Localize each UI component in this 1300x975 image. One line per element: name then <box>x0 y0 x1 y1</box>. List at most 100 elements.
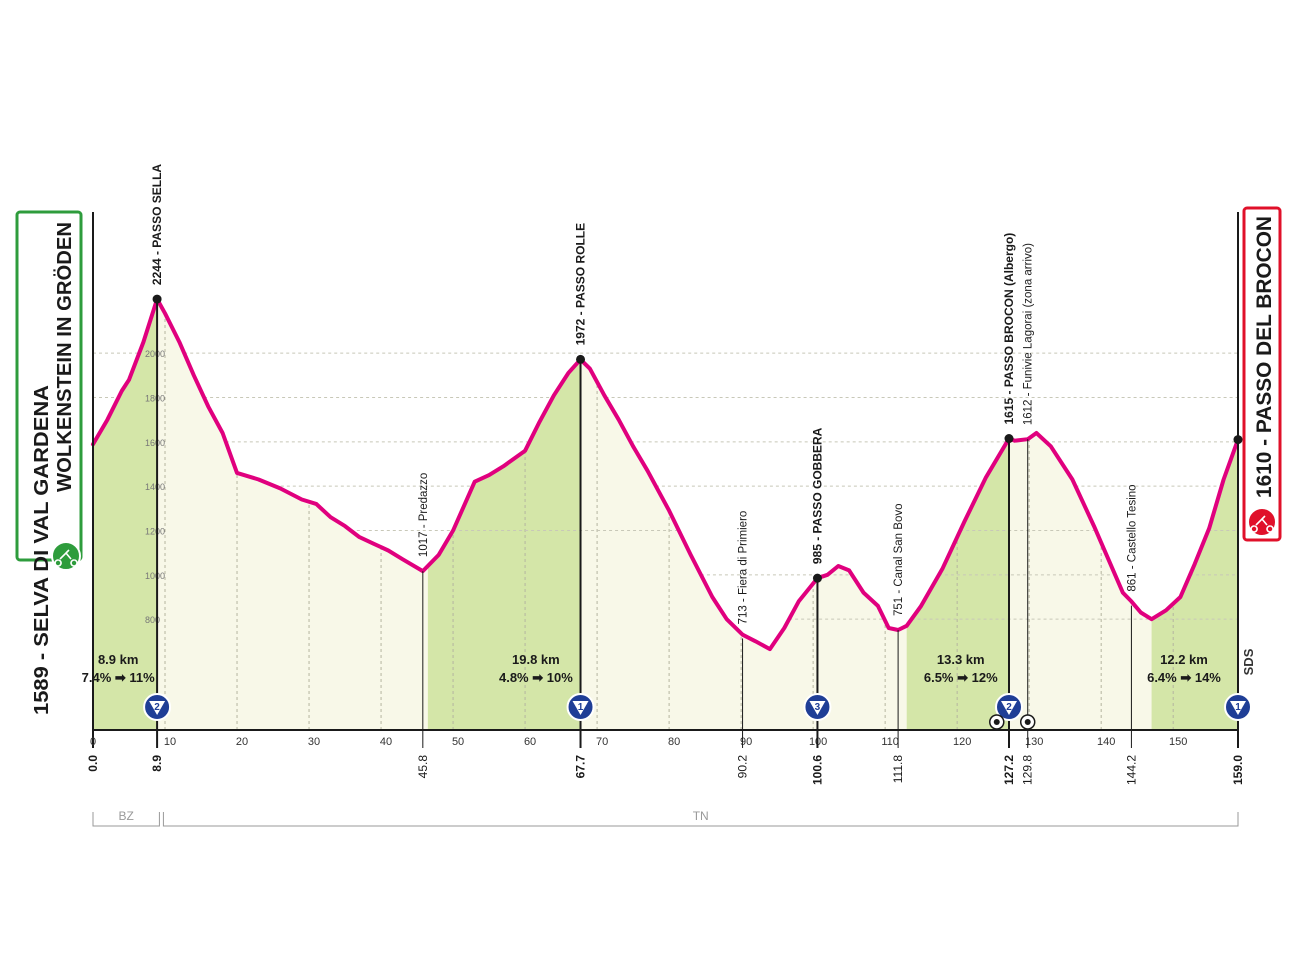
y-tick-label: 2000 <box>145 349 165 359</box>
summit-label: 985 - PASSO GOBBERA <box>810 427 824 564</box>
climb-length-label: 19.8 km <box>512 652 560 667</box>
km-marker-label: 100.6 <box>810 755 824 785</box>
x-tick-label: 30 <box>308 736 320 748</box>
y-tick-label: 1000 <box>145 571 165 581</box>
intermediate-icon-dot <box>993 719 1000 725</box>
x-tick-label: 150 <box>1169 736 1187 748</box>
kom-badge-triangle <box>809 701 826 715</box>
profile-area <box>93 299 1238 730</box>
summit-label: 1972 - PASSO ROLLE <box>574 223 588 345</box>
region-label: BZ <box>119 809 134 823</box>
summit-marker <box>812 573 822 583</box>
x-tick-label: 90 <box>740 736 752 748</box>
climb-shading <box>1151 439 1238 730</box>
km-marker-label: 127.2 <box>1002 755 1016 785</box>
place-label: 713 - Fiera di Primiero <box>738 511 750 625</box>
kom-category-label: 1 <box>1235 702 1241 713</box>
x-tick-label: 40 <box>380 736 392 748</box>
x-tick-label: 60 <box>524 736 536 748</box>
kom-category-label: 3 <box>815 702 821 713</box>
km-marker-label: 111.8 <box>891 755 905 784</box>
place-label: 1017 - Predazzo <box>418 473 430 557</box>
climb-length-label: 12.2 km <box>1160 652 1208 667</box>
intermediate-icon <box>989 714 1005 730</box>
climb-info-layer: 8.9 km 7.4% ➡ 11% 19.8 km 4.8% ➡ 10% 13.3 km… <box>82 652 1222 685</box>
climb-gradient-label: 6.5% ➡ 12% <box>924 670 998 685</box>
finish-box-frame <box>1242 206 1282 542</box>
climb-length-label: 13.3 km <box>937 652 985 667</box>
climb-shading <box>93 299 158 730</box>
km-marker-label: 8.9 <box>150 755 164 772</box>
summit-label: 2244 - PASSO SELLA <box>150 164 164 285</box>
x-tick-label: 70 <box>596 736 608 748</box>
climb-shading <box>906 438 1009 730</box>
region-label: TN <box>693 809 709 823</box>
place-label: 861 - Castello Tesino <box>1126 484 1138 591</box>
y-tick-label: 800 <box>145 615 160 625</box>
climb-shading <box>427 359 581 730</box>
place-label: 1612 - Funivie Lagorai (zona arrivo) <box>1023 243 1035 425</box>
kom-category-label: 1 <box>578 702 584 713</box>
brand-logo: SDS <box>1241 648 1256 675</box>
kom-badge: 2 <box>143 693 172 721</box>
region-bar: BZ TN <box>92 809 1239 827</box>
grid-layer <box>93 313 1238 730</box>
x-tick-label: 20 <box>236 736 248 748</box>
x-tick-label: 140 <box>1097 736 1115 748</box>
km-marker-label: 67.7 <box>574 755 588 779</box>
climb-gradient-label: 4.8% ➡ 10% <box>499 670 573 685</box>
profile-fill-layer <box>93 299 1238 730</box>
climb-gradient-label: 7.4% ➡ 11% <box>82 670 155 685</box>
region-bracket <box>162 812 1239 827</box>
km-marker-label: 144.2 <box>1124 755 1138 785</box>
intermediate-icon <box>1019 714 1036 730</box>
kom-badge-triangle <box>149 701 166 715</box>
y-tick-label: 1400 <box>145 482 165 492</box>
x-tick-label: 120 <box>953 736 971 748</box>
y-tick-label: 1600 <box>145 438 165 448</box>
x-tick-label: 80 <box>668 736 680 748</box>
elevation-series-line <box>91 297 1240 652</box>
climb-length-label: 8.9 km <box>98 652 138 667</box>
summit-marker <box>1004 434 1014 444</box>
start-name-line2: WOLKENSTEIN IN GRÖDEN <box>53 222 76 492</box>
summit-label: 1615 - PASSO BROCON (Albergo) <box>1002 233 1016 425</box>
climb-gradient-label: 6.4% ➡ 14% <box>1147 670 1221 685</box>
start-box-frame <box>15 210 83 562</box>
x-tick-label: 130 <box>1025 736 1043 748</box>
start-cyclist-icon <box>51 541 81 571</box>
y-tick-label: 1800 <box>145 394 165 404</box>
km-marker-label: 129.8 <box>1021 755 1035 785</box>
kom-badge: 1 <box>566 693 595 721</box>
kom-category-label: 2 <box>154 702 160 713</box>
finish-box: 1610 - PASSO DEL BROCON <box>1242 206 1282 542</box>
kom-badge-triangle <box>1230 701 1246 715</box>
points-layer: 8.9 2244 - PASSO SELLA 2 45.8 1017 - Predazz… <box>143 164 1252 785</box>
region-bracket <box>92 812 160 827</box>
intermediate-icon-dot <box>1024 719 1031 725</box>
place-label: 751 - Canal San Bovo <box>893 503 905 616</box>
kom-badge: 1 <box>1224 693 1252 721</box>
km-marker-label: 90.2 <box>736 755 750 779</box>
summit-marker <box>152 294 162 304</box>
summit-marker <box>1233 435 1243 445</box>
start-box: 1589 - SELVA DI VAL GARDENA WOLKENSTEIN … <box>15 210 83 715</box>
x-tick-label: 0 <box>90 736 96 748</box>
kom-badge: 2 <box>995 693 1023 721</box>
km-marker-label: 159.0 <box>1231 755 1245 785</box>
x-tick-label: 50 <box>452 736 464 748</box>
finish-cyclist-icon <box>1247 507 1277 537</box>
km-marker-label: 45.8 <box>416 755 430 779</box>
kom-badge-triangle <box>1001 701 1017 715</box>
kom-category-label: 2 <box>1006 702 1012 713</box>
y-axis: 800 1000 1200 1400 1600 1800 2000 <box>145 349 165 625</box>
y-tick-label: 1200 <box>145 527 165 537</box>
start-km-label: 0.0 <box>86 755 100 772</box>
start-name-line1: 1589 - SELVA DI VAL GARDENA <box>31 385 53 715</box>
summit-marker <box>576 354 586 364</box>
finish-name: 1610 - PASSO DEL BROCON <box>1253 216 1276 498</box>
x-tick-label: 10 <box>164 736 176 748</box>
x-tick-label: 110 <box>881 736 899 748</box>
kom-badge-triangle <box>572 701 589 715</box>
